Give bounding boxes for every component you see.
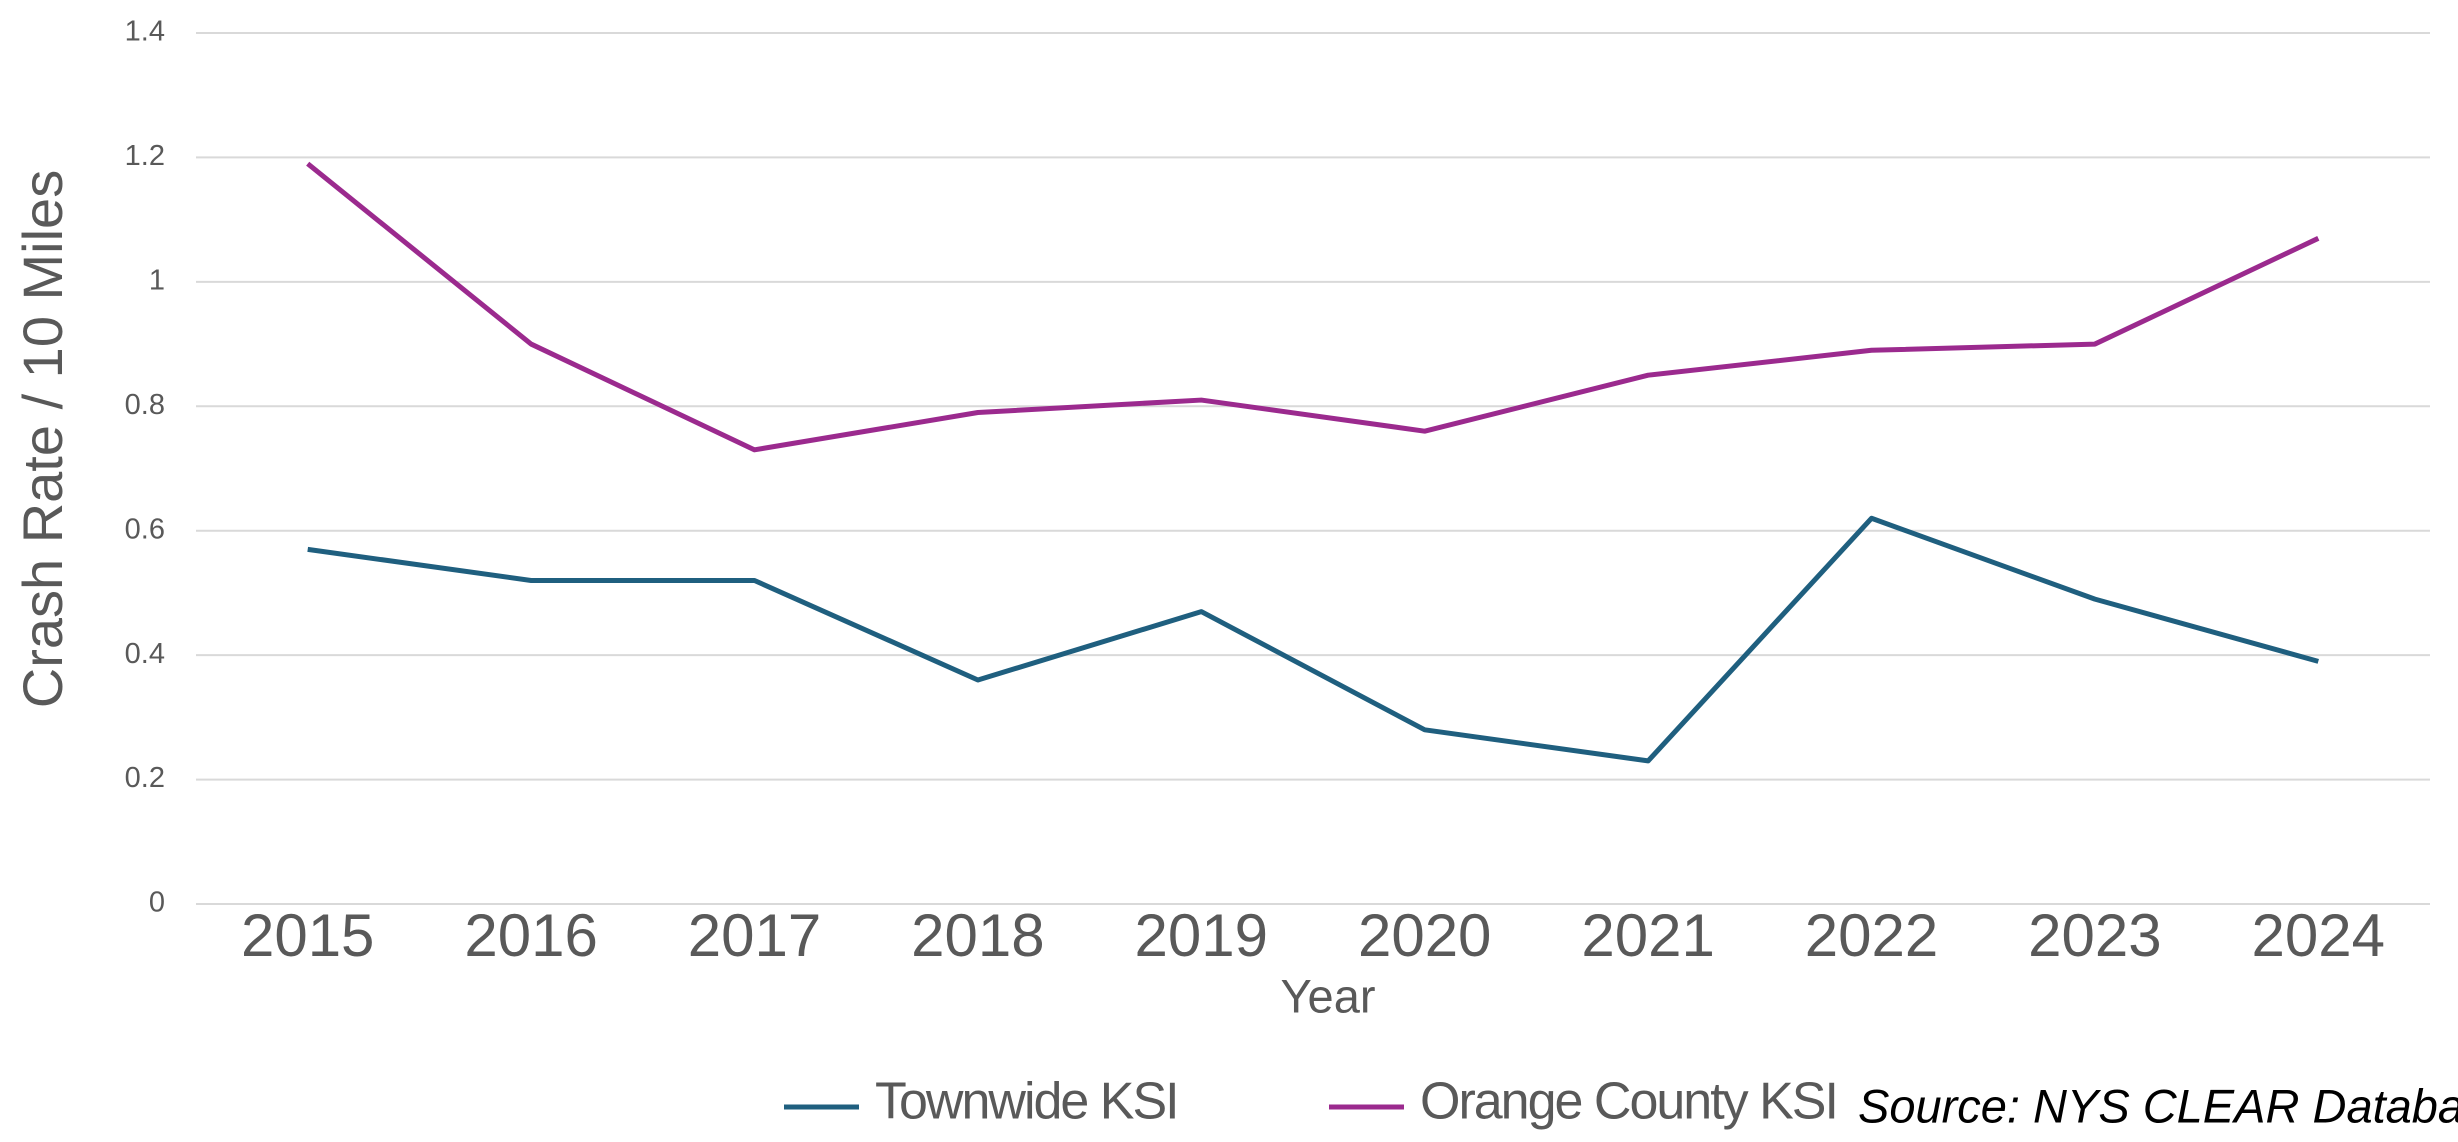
x-tick-label: 2022 <box>1805 902 1938 969</box>
x-tick-label: 2023 <box>2028 902 2161 969</box>
y-axis-label: Crash Rate / 10 Miles <box>11 170 74 708</box>
x-tick-label: 2015 <box>241 902 374 969</box>
y-tick-label: 1.2 <box>125 140 165 172</box>
x-tick-label: 2019 <box>1135 902 1268 969</box>
y-tick-label: 0 <box>149 887 165 919</box>
y-tick-label: 1 <box>149 265 165 297</box>
y-tick-label: 0.2 <box>125 762 165 794</box>
series-line <box>306 161 2320 453</box>
x-tick-label: 2021 <box>1581 902 1714 969</box>
legend-label: Townwide KSI <box>875 1073 1178 1131</box>
y-tick-label: 0.4 <box>125 638 165 670</box>
x-tick-label: 2024 <box>2252 902 2385 969</box>
legend-label: Orange County KSI <box>1420 1073 1837 1131</box>
y-tick-label: 1.4 <box>125 16 165 48</box>
x-tick-label: 2016 <box>464 902 597 969</box>
x-tick-label: 2020 <box>1358 902 1491 969</box>
x-tick-label: 2017 <box>688 902 821 969</box>
source-note: Source: NYS CLEAR Database <box>1858 1079 2458 1132</box>
y-tick-label: 0.8 <box>125 389 165 421</box>
x-tick-label: 2018 <box>911 902 1044 969</box>
y-tick-label: 0.6 <box>125 513 165 545</box>
x-axis-label: Year <box>1281 969 1376 1022</box>
series-line <box>307 515 2319 764</box>
